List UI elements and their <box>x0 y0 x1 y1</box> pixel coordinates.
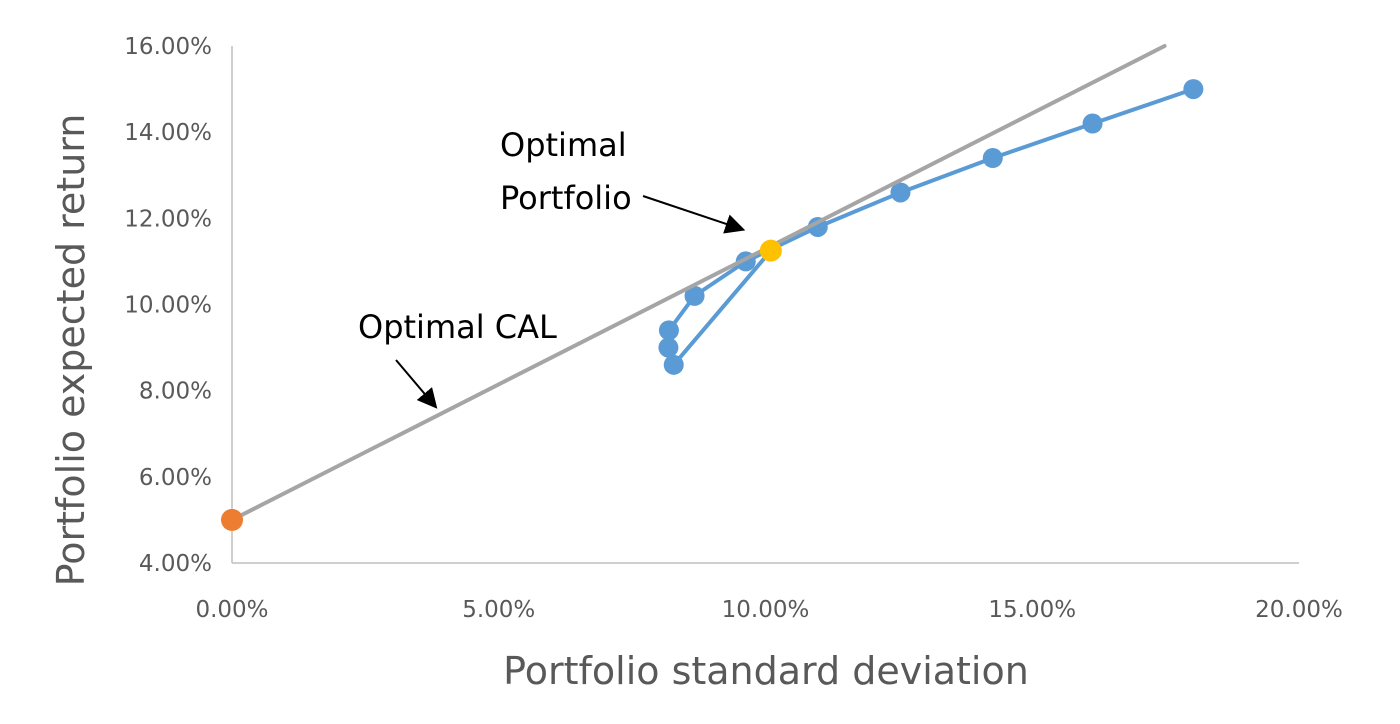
y-tick-label: 16.00% <box>124 34 212 60</box>
data-series <box>221 44 1204 531</box>
optimal-portfolio-point <box>759 239 782 262</box>
x-tick-label: 5.00% <box>462 597 535 623</box>
x-axis-title: Portfolio standard deviation <box>503 649 1029 693</box>
x-tick-label: 10.00% <box>722 597 810 623</box>
y-tick-label: 14.00% <box>124 120 212 146</box>
y-tick-label: 6.00% <box>139 465 212 491</box>
annotation-arrow <box>395 359 438 409</box>
optimal-portfolio-label: Portfolio <box>500 179 632 217</box>
optimal-cal-line <box>230 44 1167 522</box>
frontier-point <box>807 216 828 237</box>
y-tick-label: 4.00% <box>139 551 212 577</box>
annotations: Optimal Portfolio Optimal CAL <box>358 126 746 409</box>
efficient-frontier-line <box>666 87 1195 366</box>
y-tick-label: 12.00% <box>124 206 212 232</box>
x-tick-label: 20.00% <box>1255 597 1343 623</box>
frontier-point <box>1183 79 1204 100</box>
frontier-point <box>890 182 911 203</box>
optimal-cal-label: Optimal CAL <box>358 308 557 346</box>
risk-free-point <box>221 508 243 531</box>
y-tick-label: 10.00% <box>124 293 212 319</box>
efficient-frontier-line-segment <box>671 248 773 367</box>
y-axis-title: Portfolio expected return <box>49 114 93 587</box>
y-tick-label: 8.00% <box>139 379 212 405</box>
x-tick-label: 15.00% <box>988 597 1076 623</box>
axes <box>231 46 1299 564</box>
annotation-arrow <box>642 195 746 234</box>
x-tick-label: 0.00% <box>195 597 268 623</box>
frontier-point <box>658 320 679 341</box>
frontier-point <box>684 285 705 306</box>
optimal-portfolio-label: Optimal <box>500 126 627 164</box>
frontier-point <box>658 337 679 358</box>
tick-labels: 0.00% 5.00% 10.00% 15.00% 20.00% 4.00% 6.00% 8.… <box>124 34 1343 623</box>
frontier-point <box>1082 113 1103 134</box>
frontier-point <box>982 148 1003 169</box>
frontier-point <box>663 354 684 375</box>
